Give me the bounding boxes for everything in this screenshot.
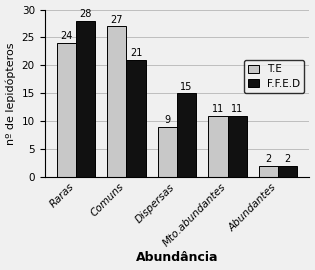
- Text: 15: 15: [180, 82, 193, 92]
- Bar: [126, 60, 146, 177]
- Text: 9: 9: [164, 115, 170, 125]
- Bar: [76, 21, 95, 177]
- Text: 2: 2: [285, 154, 291, 164]
- Bar: [57, 43, 76, 177]
- Bar: [259, 166, 278, 177]
- Text: 2: 2: [266, 154, 272, 164]
- Legend: T.E, F.F.E.D: T.E, F.F.E.D: [244, 60, 304, 93]
- Y-axis label: nº de lepidópteros: nº de lepidópteros: [6, 42, 16, 144]
- Text: 24: 24: [60, 31, 72, 41]
- Text: 11: 11: [231, 104, 243, 114]
- Bar: [177, 93, 196, 177]
- Bar: [209, 116, 228, 177]
- X-axis label: Abundância: Abundância: [136, 251, 218, 264]
- Bar: [278, 166, 297, 177]
- Text: 11: 11: [212, 104, 224, 114]
- Bar: [158, 127, 177, 177]
- Bar: [228, 116, 247, 177]
- Text: 21: 21: [130, 48, 142, 58]
- Bar: [107, 26, 126, 177]
- Text: 28: 28: [79, 9, 92, 19]
- Text: 27: 27: [111, 15, 123, 25]
